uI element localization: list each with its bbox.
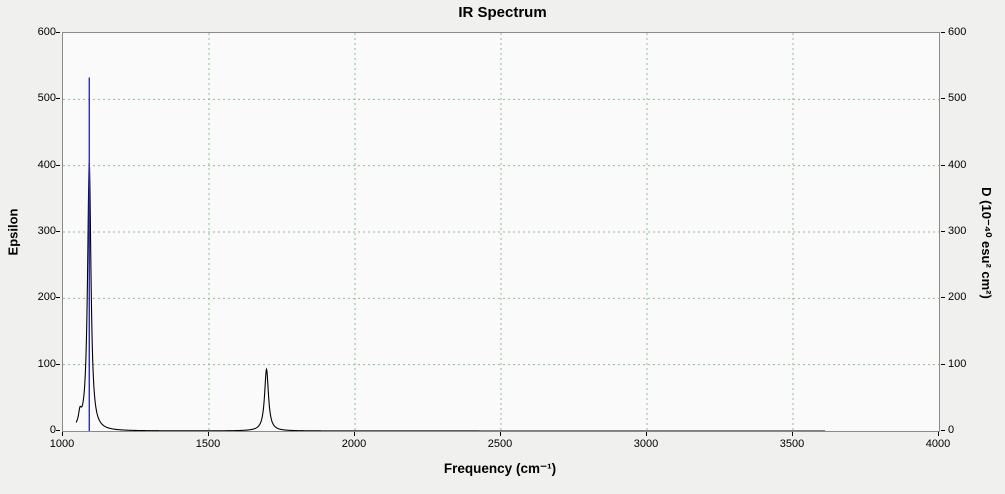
x-tick-label: 1500: [195, 438, 221, 450]
tick-mark: [56, 297, 60, 299]
tick-mark: [646, 432, 647, 436]
y-tick-label-left: 0: [49, 424, 56, 436]
y-tick-label-right: 500: [948, 92, 967, 105]
y-tick-label-left: 400: [37, 158, 56, 171]
y-tick-label-right: 400: [948, 158, 967, 171]
tick-mark: [941, 363, 945, 365]
spectrum-canvas: [63, 33, 939, 431]
chart-title: IR Spectrum: [458, 4, 547, 21]
y-tick-label-right: 600: [948, 26, 967, 38]
y-tick-label-left: 600: [37, 26, 56, 38]
tick-mark: [354, 432, 355, 436]
tick-mark: [56, 98, 60, 100]
x-tick-label: 3500: [779, 438, 805, 450]
y-tick-label-left: 100: [37, 357, 56, 370]
tick-mark: [941, 430, 945, 431]
x-tick-label: 2500: [487, 438, 513, 450]
tick-mark: [941, 231, 945, 232]
x-tick-label: 4000: [925, 438, 951, 450]
tick-mark: [56, 164, 60, 166]
y-tick-label-left: 300: [37, 225, 56, 237]
tick-mark: [941, 98, 945, 100]
tick-mark: [208, 432, 209, 436]
y-tick-label-left: 500: [37, 92, 56, 105]
tick-mark: [62, 432, 63, 436]
tick-mark: [938, 432, 939, 436]
y-tick-label-right: 100: [948, 357, 967, 370]
tick-mark: [56, 32, 60, 33]
x-tick-label: 2000: [341, 438, 367, 450]
y-tick-label-right: 300: [948, 225, 967, 237]
x-tick-label: 1000: [49, 438, 75, 450]
y-tick-label-right: 200: [948, 291, 967, 304]
y-tick-label-left: 200: [37, 291, 56, 304]
tick-mark: [56, 231, 60, 232]
tick-mark: [56, 363, 60, 365]
x-axis-label: Frequency (cm⁻¹): [443, 461, 557, 476]
x-tick-label: 3000: [633, 438, 659, 450]
y-tick-label-right: 0: [948, 424, 955, 436]
epsilon-curve: [75, 162, 826, 431]
tick-mark: [941, 32, 945, 33]
tick-mark: [941, 164, 945, 166]
tick-mark: [500, 432, 501, 436]
plot-area[interactable]: [62, 32, 940, 432]
tick-mark: [792, 432, 793, 436]
tick-mark: [941, 297, 945, 299]
y-axis-label-right: D (10⁻⁴⁰ esu² cm²): [979, 187, 994, 299]
tick-mark: [56, 430, 60, 431]
